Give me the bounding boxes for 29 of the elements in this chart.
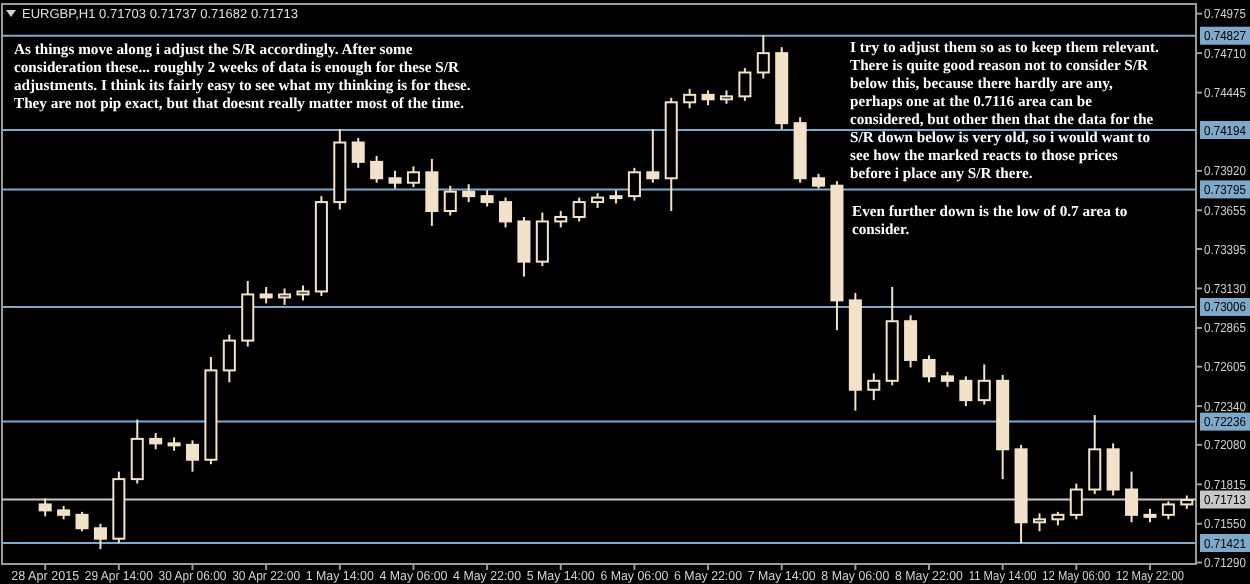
candlestick [572,196,586,223]
candlestick [443,184,457,217]
candlestick [351,137,365,169]
candlestick [646,128,660,184]
candlestick [1106,442,1120,497]
candlestick [130,418,144,485]
candlestick [75,510,89,533]
candlestick [867,372,881,402]
candlestick [425,157,439,227]
candlestick [1125,470,1139,524]
candlestick [499,196,513,229]
candlestick [517,215,531,278]
candlestick [1069,482,1083,521]
candlestick [241,280,255,348]
candlestick [222,333,236,384]
candlestick [627,166,641,202]
candlestick [977,363,991,406]
candlestick [93,522,107,551]
candlestick [1088,414,1102,495]
candlestick [535,211,549,268]
candlestick [683,87,697,110]
candlestick [922,354,936,384]
candlestick [406,165,420,189]
candlestick [185,439,200,473]
candlestick [738,67,752,102]
candlestick [370,154,384,184]
candlestick [904,314,918,369]
candlestick [756,34,770,80]
candlestick [959,375,973,408]
